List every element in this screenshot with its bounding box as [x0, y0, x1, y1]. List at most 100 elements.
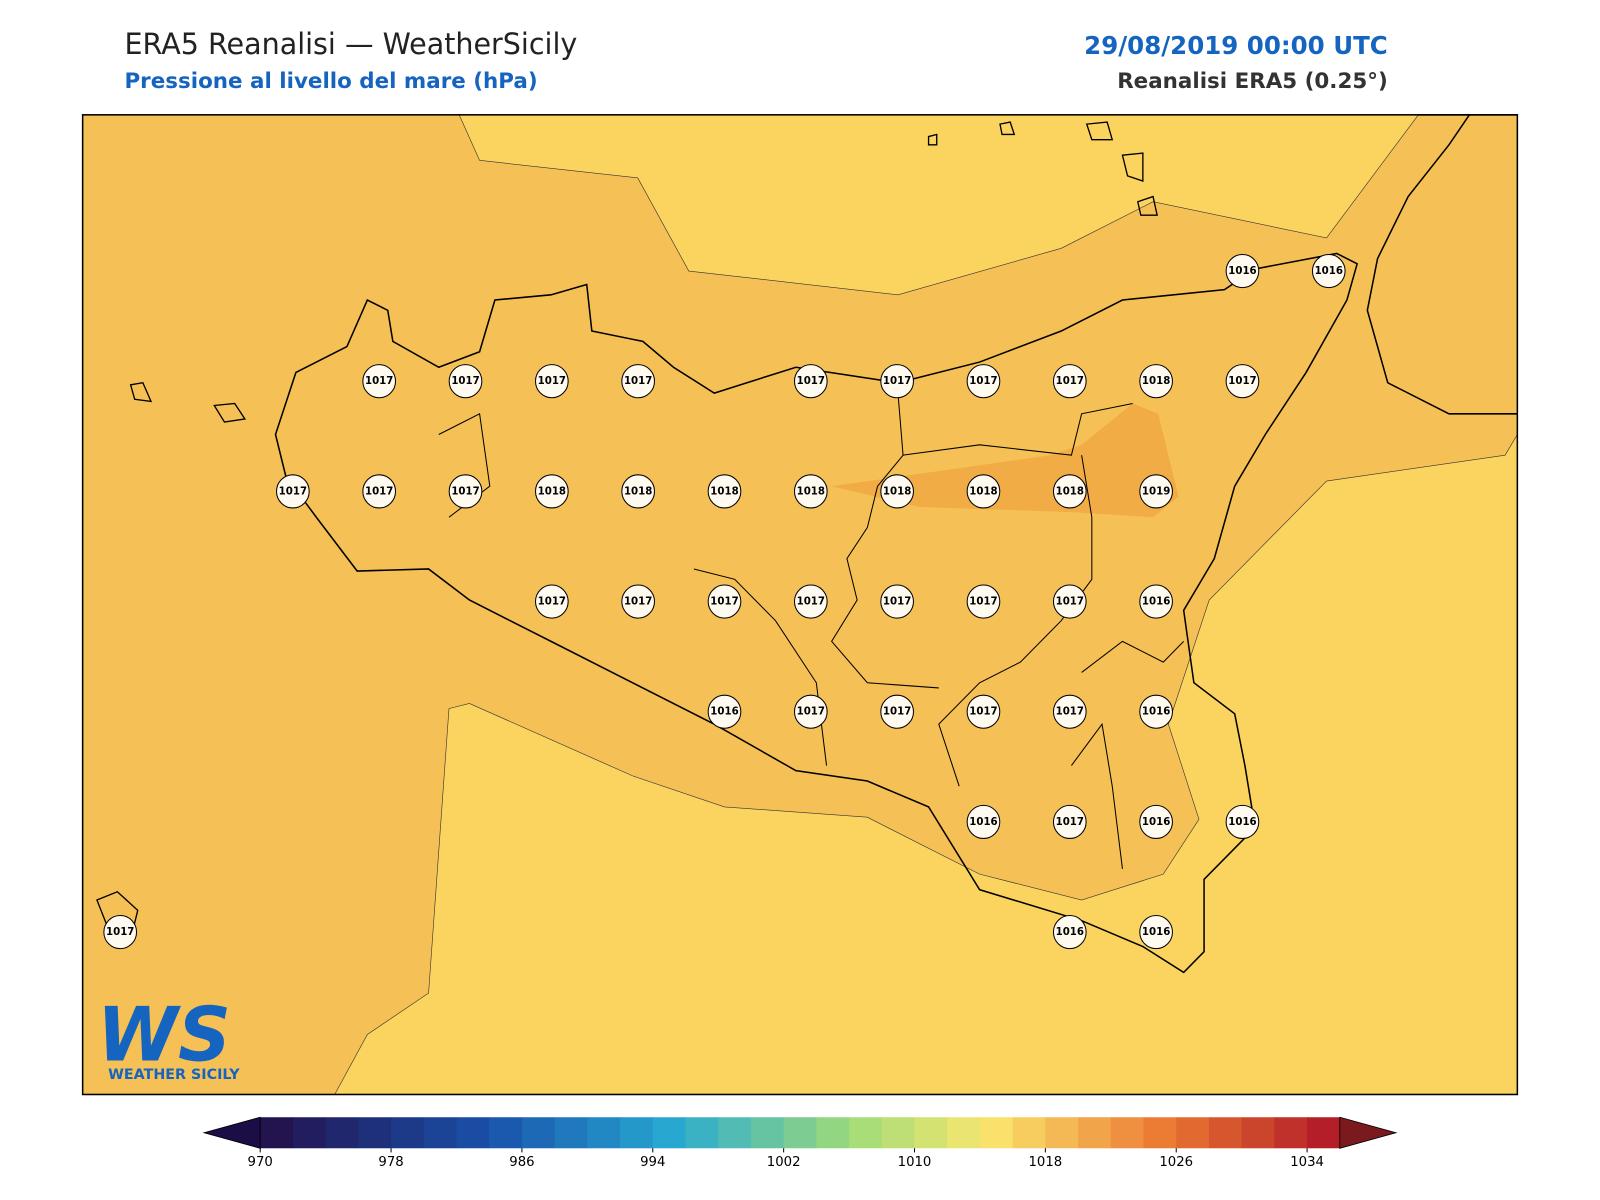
station-value: 1016 — [1142, 816, 1170, 828]
colorbar-bin — [292, 1117, 327, 1149]
station-value: 1017 — [710, 596, 738, 608]
station-value: 1017 — [365, 485, 393, 497]
colorbar-bin — [685, 1117, 719, 1149]
station-marker — [103, 915, 138, 950]
station-value: 1017 — [797, 706, 825, 718]
colorbar-bin — [587, 1117, 621, 1149]
colorbar-bin — [881, 1117, 916, 1149]
station-value: 1016 — [1142, 706, 1170, 718]
colorbar-bin — [391, 1117, 425, 1149]
station-value: 1018 — [538, 485, 566, 497]
colorbar-bin — [718, 1117, 752, 1149]
station-value: 1016 — [1228, 816, 1256, 828]
colorbar-bin — [521, 1117, 556, 1149]
colorbar-tick-label: 1002 — [767, 1155, 801, 1170]
station-marker — [448, 364, 483, 399]
station-value: 1017 — [1056, 596, 1084, 608]
island — [96, 121, 1158, 932]
station-value: 1017 — [969, 596, 997, 608]
station-marker — [880, 474, 914, 509]
station-marker — [793, 474, 828, 509]
station-marker — [880, 364, 914, 399]
colorbar-bin — [1307, 1117, 1341, 1149]
pressure-zone — [831, 403, 1179, 518]
station-value: 1017 — [106, 926, 134, 938]
station-value: 1017 — [365, 375, 393, 387]
colorbar-bin — [914, 1117, 948, 1149]
station-marker — [534, 584, 569, 619]
station-value: 1018 — [624, 485, 652, 497]
logo-name: WEATHER SICILY — [108, 1067, 240, 1083]
source: Reanalisi ERA5 (0.25°) — [1117, 69, 1388, 94]
station-value: 1016 — [1228, 265, 1256, 277]
station-value: 1017 — [538, 375, 566, 387]
colorbar-bin — [849, 1117, 883, 1149]
colorbar-bin — [1208, 1117, 1243, 1149]
colorbar-tick-label: 1010 — [898, 1155, 932, 1170]
colorbar-tick-label: 1034 — [1290, 1155, 1324, 1170]
station-value: 1017 — [883, 375, 911, 387]
station-value: 1017 — [451, 375, 479, 387]
colorbar-tick-label: 1018 — [1028, 1155, 1062, 1170]
colorbar-bin — [979, 1117, 1014, 1149]
colorbar-tick-label: 994 — [640, 1155, 665, 1170]
colorbar-bin — [1045, 1117, 1079, 1149]
station-value: 1016 — [1056, 926, 1084, 938]
station-marker — [1052, 915, 1087, 950]
station-value: 1016 — [710, 706, 738, 718]
station-value: 1017 — [797, 375, 825, 387]
colorbar-bin — [1274, 1117, 1308, 1149]
station-marker — [1139, 584, 1173, 619]
station-value: 1017 — [1056, 706, 1084, 718]
station-value: 1018 — [1056, 485, 1084, 497]
colorbar-bin — [358, 1117, 392, 1149]
station-marker — [880, 584, 914, 619]
logo-mark: WS — [97, 992, 231, 1079]
colorbar-bin — [947, 1117, 981, 1149]
colorbar-bin — [325, 1117, 359, 1149]
station-marker — [1225, 804, 1260, 839]
station-marker — [1139, 694, 1173, 729]
station-marker — [707, 694, 742, 729]
colorbar-bin — [620, 1117, 654, 1149]
station-marker — [966, 584, 1001, 619]
station-value: 1018 — [1142, 375, 1170, 387]
station-marker — [1139, 915, 1173, 950]
station-marker — [621, 364, 656, 399]
station-marker — [1225, 253, 1260, 289]
station-marker — [1225, 364, 1260, 399]
station-value: 1016 — [1142, 926, 1170, 938]
colorbar-tick-label: 1026 — [1159, 1155, 1193, 1170]
map: 1016 1016 1017 1017 1017 1017 1017 1017 1017 1017… — [81, 114, 1519, 1096]
station-marker — [1139, 804, 1173, 839]
pressure-zone — [458, 114, 1419, 296]
station-value: 1017 — [1056, 816, 1084, 828]
station-value: 1017 — [451, 485, 479, 497]
map-frame — [81, 114, 1519, 1096]
colorbar-bin — [1241, 1117, 1275, 1149]
colorbar-bin — [1078, 1117, 1112, 1149]
station-marker — [534, 474, 569, 509]
station-marker — [448, 474, 483, 509]
station-value: 1017 — [538, 596, 566, 608]
station-marker — [1052, 694, 1087, 729]
colorbar-bin — [816, 1117, 850, 1149]
colorbar-bin — [1012, 1117, 1046, 1149]
station-value: 1017 — [624, 375, 652, 387]
colorbar-extend — [1339, 1116, 1398, 1149]
colorbar-bin — [489, 1117, 523, 1149]
station-marker — [276, 474, 310, 509]
title: ERA5 Reanalisi — WeatherSicily — [124, 27, 577, 61]
subtitle: Pressione al livello del mare (hPa) — [124, 69, 537, 94]
station-marker — [621, 584, 656, 619]
station-value: 1016 — [969, 816, 997, 828]
station-value: 1017 — [969, 375, 997, 387]
station-marker — [534, 364, 569, 399]
station-value: 1017 — [624, 596, 652, 608]
station-value: 1017 — [883, 706, 911, 718]
station-value: 1018 — [883, 485, 911, 497]
station-marker — [1139, 474, 1173, 509]
station-marker — [880, 694, 914, 729]
station-value: 1017 — [1228, 375, 1256, 387]
